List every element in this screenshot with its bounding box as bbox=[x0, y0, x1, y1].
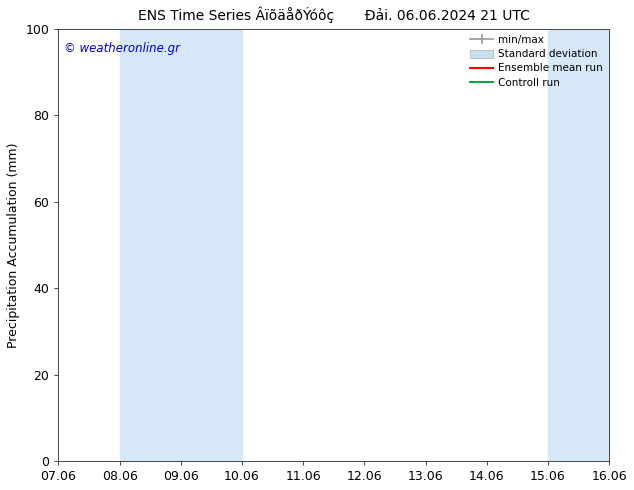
Bar bbox=[181, 29, 242, 461]
Bar bbox=[120, 29, 181, 461]
Title: ENS Time Series ÂïõäåðÝóôç       Đải. 06.06.2024 21 UTC: ENS Time Series ÂïõäåðÝóôç Đải. 06.06.20… bbox=[138, 7, 530, 24]
Y-axis label: Precipitation Accumulation (mm): Precipitation Accumulation (mm) bbox=[7, 142, 20, 347]
Text: © weatheronline.gr: © weatheronline.gr bbox=[64, 42, 180, 55]
Bar bbox=[548, 29, 609, 461]
Legend: min/max, Standard deviation, Ensemble mean run, Controll run: min/max, Standard deviation, Ensemble me… bbox=[466, 31, 607, 92]
